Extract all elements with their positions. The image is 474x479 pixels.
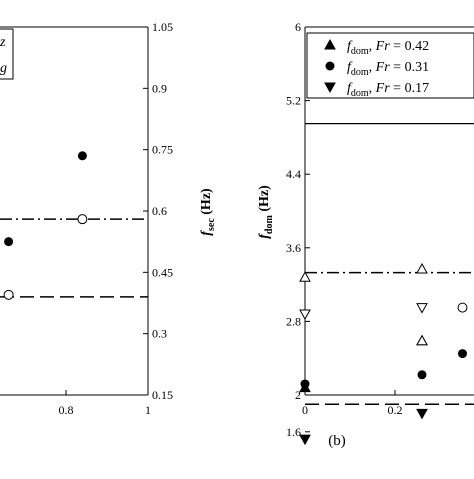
right-y-title-unit: (Hz) (257, 185, 272, 215)
right-point-filled-circle (417, 370, 427, 380)
left-legend-fragment-2: g (0, 61, 7, 76)
legend-marker-triangle-down (324, 82, 336, 94)
legend-entry-label: fdom, Fr = 0.31 (347, 60, 429, 78)
left-y-ticks: 1.05 0.9 0.75 0.6 0.45 0.3 0.15 (143, 20, 173, 402)
left-point-filled-circle (4, 237, 14, 247)
left-y-tick-label: 0.3 (152, 327, 167, 341)
left-point-open-circle (3, 289, 14, 300)
right-point-open-triangle-up (299, 271, 311, 282)
right-y-title-subscript: dom (264, 215, 275, 235)
right-point-filled-circle (458, 349, 467, 359)
left-x-ticks: 0.8 1 (59, 390, 151, 417)
left-y-tick-label: 0.75 (152, 143, 173, 157)
right-y-tick-label: 3.6 (286, 241, 301, 255)
panel-label-b: (b) (328, 433, 346, 449)
left-panel: 0.8 1 1.050.90.750.60.450.30.15 z g fsec … (0, 20, 217, 417)
right-legend-box (306, 32, 474, 99)
left-point-open-circle (77, 214, 88, 225)
right-y-tick-label: 2.8 (286, 314, 301, 328)
right-data-points (299, 262, 468, 446)
right-y-tick-label: 4.4 (286, 167, 301, 181)
right-y-tick-label: 6 (295, 20, 301, 34)
right-legend: fdom, Fr = 0.42 fdom, Fr = 0.31 fdom, Fr =… (324, 38, 429, 99)
left-data-points (3, 151, 88, 300)
left-reference-lines (0, 218, 148, 298)
left-y-axis-title: fsec (Hz) (199, 188, 217, 236)
left-x-tick-label: 0.8 (59, 403, 74, 417)
left-y-tick-label: 0.6 (152, 204, 167, 218)
legend-marker-triangle-up (324, 38, 336, 50)
right-y-title-symbol: f (257, 233, 272, 239)
left-point-filled-circle (77, 151, 87, 161)
right-y-tick-label: 5.2 (286, 94, 301, 108)
right-y-tick-label: 1.6 (286, 425, 301, 439)
legend-entry-label: fdom, Fr = 0.17 (347, 81, 429, 99)
left-y-tick-label: 0.9 (152, 81, 167, 95)
right-y-tick-label: 2 (295, 388, 301, 402)
legend-entry-label: fdom, Fr = 0.42 (347, 39, 429, 57)
right-reference-lines (305, 122, 474, 405)
right-y-axis-title: fdom (Hz) (257, 185, 275, 239)
right-x-tick-label: 0 (302, 403, 308, 417)
right-y-ticks: 6 5.2 4.4 3.6 2.8 2 1.6 (286, 20, 310, 439)
left-y-tick-label: 1.05 (152, 20, 173, 34)
right-point-open-triangle-down (299, 309, 311, 321)
right-point-open-triangle-up (416, 262, 428, 274)
left-y-tick-label: 0.45 (152, 265, 173, 279)
left-y-tick-label: 0.15 (152, 388, 173, 402)
right-x-tick-label: 0.2 (388, 403, 403, 417)
right-point-triangle-down (416, 408, 428, 420)
right-point-open-triangle-up (416, 334, 428, 346)
left-y-title-symbol: f (199, 230, 214, 236)
right-point-triangle-down (299, 434, 311, 446)
right-point-filled-circle (300, 379, 310, 389)
right-panel: 0 0.2 65.24.43.62.821.6 fdom, Fr = 0.42fd… (257, 20, 474, 449)
right-point-open-circle (457, 302, 468, 313)
legend-marker-filled-circle (325, 61, 335, 71)
left-y-title-unit: (Hz) (199, 188, 214, 218)
left-x-tick-label: 1 (145, 403, 151, 417)
left-legend-fragment-1: z (0, 35, 6, 50)
right-point-open-triangle-down (416, 303, 428, 314)
left-y-title-subscript: sec (206, 218, 217, 231)
left-legend-box (0, 28, 14, 80)
